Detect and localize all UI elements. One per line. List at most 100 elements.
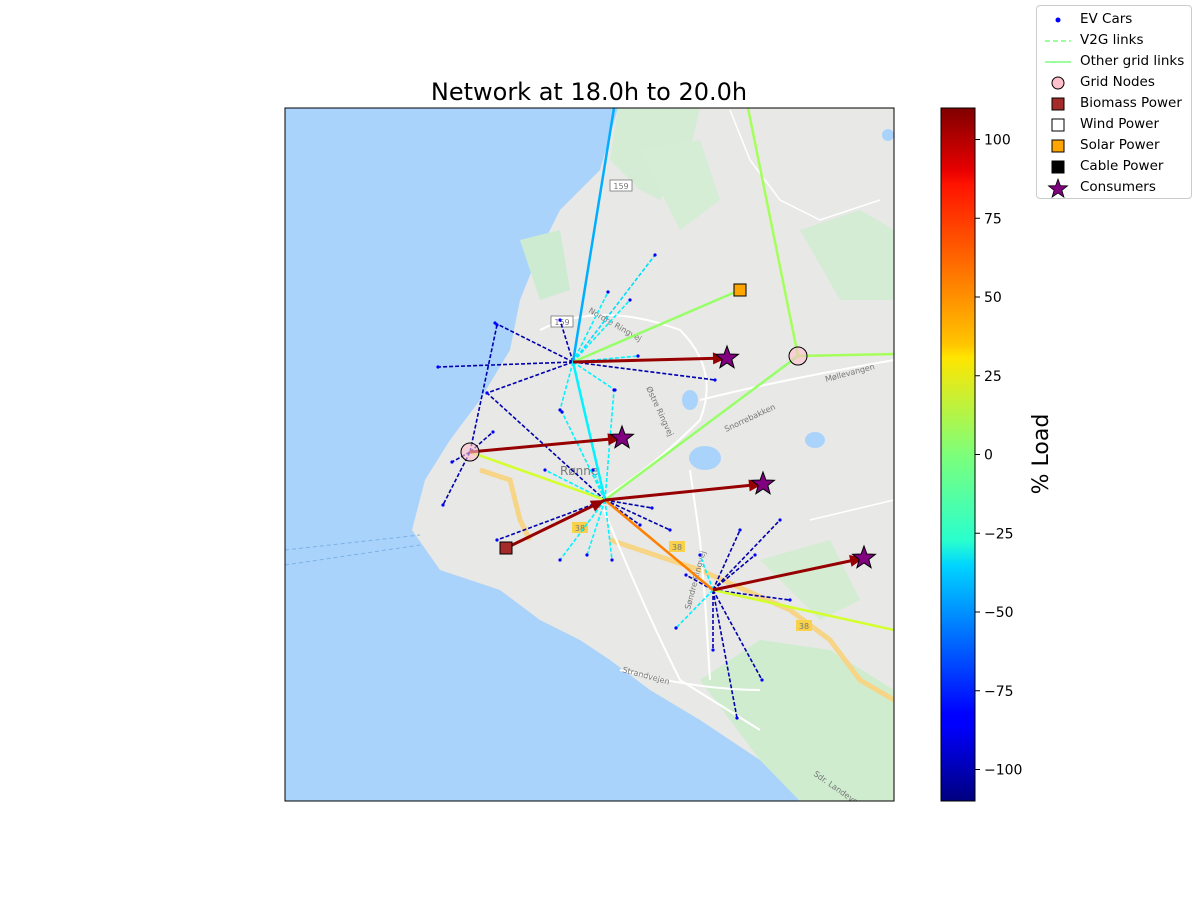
- consumer-star: [750, 470, 776, 495]
- ev-car: [558, 318, 562, 322]
- colorbar-tick-label: −25: [984, 526, 1014, 542]
- grid-link: [571, 361, 607, 501]
- ev-car: [735, 716, 739, 720]
- ev-car: [441, 503, 445, 507]
- ev-car: [491, 430, 495, 434]
- ev-car: [591, 468, 595, 472]
- v2g-link: [572, 355, 639, 363]
- ev-car: [760, 678, 764, 682]
- ev-car: [612, 388, 616, 392]
- v2g-link: [572, 254, 656, 363]
- v2g-link: [494, 322, 574, 363]
- colorbar-tick-label: 0: [984, 448, 993, 464]
- colorbar: [940, 107, 976, 802]
- v2g-link: [437, 361, 574, 368]
- power-flow-arrow: [712, 556, 865, 592]
- map-label-159-mid: 159: [554, 318, 569, 327]
- biomass-square-icon: [1051, 97, 1065, 111]
- v2g-link: [559, 499, 606, 561]
- ev-car: [610, 558, 614, 562]
- grid-link: [746, 108, 800, 357]
- v2g-link: [604, 499, 653, 509]
- biomass-plant: [499, 541, 513, 555]
- ev-car: [753, 553, 757, 557]
- v2g-link: [544, 469, 606, 501]
- colorbar-tick-label: 100: [984, 133, 1011, 149]
- ev-car: [558, 558, 562, 562]
- cable-square-icon: [1051, 160, 1065, 174]
- colorbar-ticks: −100 −75 −50 −25 0 25 50 75 100: [975, 133, 1022, 779]
- ev-car: [684, 573, 688, 577]
- legend-entry-solar: Solar Power: [1037, 135, 1193, 156]
- v2g-link: [712, 589, 738, 719]
- legend-label-wind: Wind Power: [1080, 116, 1160, 132]
- legend-entry-consumers: Consumers: [1037, 177, 1193, 198]
- power-flow-arrow: [505, 498, 606, 550]
- v2g-link: [572, 291, 609, 363]
- ev-car: [738, 528, 742, 532]
- solar-plant: [733, 283, 747, 297]
- ev-car: [560, 410, 564, 414]
- v2g-link: [712, 519, 781, 591]
- ev-car: [674, 626, 678, 630]
- ev-links-layer: [436, 253, 792, 720]
- map-label-38-b: 38: [672, 543, 682, 552]
- grid-link: [572, 288, 741, 364]
- arrow-head: [748, 479, 763, 492]
- legend-entry-ev-cars: EV Cars: [1037, 9, 1193, 30]
- dashed-line-icon: [1045, 40, 1071, 42]
- arrow-head: [589, 500, 605, 512]
- v2g-link: [559, 361, 574, 411]
- nodes-layer: [460, 283, 877, 569]
- legend-entry-v2g-links: V2G links: [1037, 30, 1193, 51]
- v2g-link: [469, 324, 498, 453]
- legend-entry-wind: Wind Power: [1037, 114, 1193, 135]
- ev-car-dot-icon: [1055, 17, 1061, 23]
- map-label-38-a: 38: [575, 524, 585, 533]
- ev-car: [650, 506, 654, 510]
- ev-car: [668, 528, 672, 532]
- v2g-link: [572, 361, 616, 391]
- wind-square-icon: [1051, 118, 1065, 132]
- v2g-link: [486, 361, 574, 394]
- ev-car: [638, 523, 642, 527]
- colorbar-tick-label: −75: [984, 684, 1014, 700]
- v2g-link: [604, 499, 613, 561]
- ev-car: [698, 553, 702, 557]
- colorbar-tick-label: 75: [984, 211, 1002, 227]
- ev-car: [558, 408, 562, 412]
- chart-title: Network at 18.0h to 20.0h: [431, 78, 747, 106]
- legend-label-grid-links: Other grid links: [1080, 53, 1185, 69]
- v2g-link: [592, 469, 606, 501]
- colorbar-tick-label: −50: [984, 605, 1014, 621]
- v2g-link: [712, 554, 756, 591]
- ev-car: [436, 365, 440, 369]
- grid-link: [469, 450, 606, 502]
- plot-frame: [284, 107, 895, 802]
- v2g-link: [699, 554, 714, 591]
- ev-car: [543, 468, 547, 472]
- grid-link: [571, 108, 616, 363]
- grid-node: [460, 442, 480, 462]
- v2g-link: [685, 574, 714, 591]
- legend-label-v2g-links: V2G links: [1080, 32, 1144, 48]
- v2g-link: [712, 589, 763, 681]
- map-background: 159 159 38 38 38 Nordre Ringvej Østre Ri…: [285, 108, 894, 801]
- colorbar-tick-label: 50: [984, 290, 1002, 306]
- consumer-star: [851, 544, 877, 569]
- power-flow-arrow: [572, 356, 728, 364]
- v2g-link: [604, 389, 615, 501]
- v2g-link: [469, 431, 494, 453]
- colorbar-tick-label: −100: [984, 763, 1022, 779]
- legend-label-grid-nodes: Grid Nodes: [1080, 74, 1155, 90]
- power-flow-arrow: [469, 436, 623, 454]
- map-label-159-top: 159: [613, 182, 628, 191]
- legend-label-ev-cars: EV Cars: [1080, 11, 1133, 27]
- ev-car: [713, 378, 717, 382]
- map-label-38-c: 38: [799, 622, 809, 631]
- ev-car: [450, 460, 454, 464]
- solid-line-icon: [1045, 61, 1071, 63]
- ev-car: [628, 298, 632, 302]
- consumer-star: [714, 344, 740, 369]
- colorbar-label: % Load: [1029, 414, 1054, 495]
